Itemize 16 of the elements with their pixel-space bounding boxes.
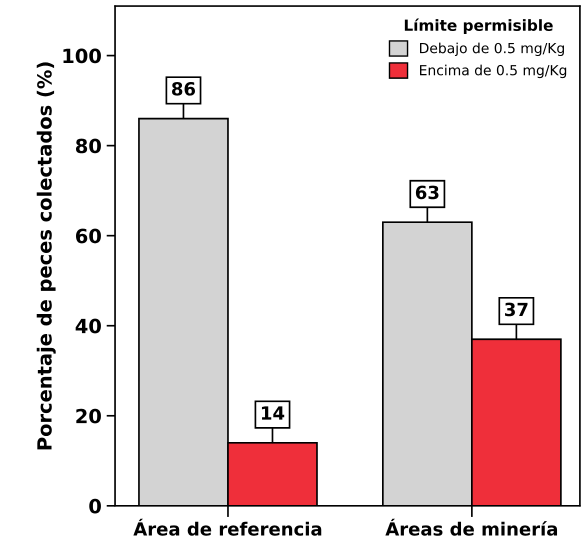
y-tick-label: 100 — [63, 48, 101, 64]
legend-title: Límite permisible — [404, 18, 553, 34]
legend-label: Encima de 0.5 mg/Kg — [420, 64, 566, 78]
x-tick-label: Área de referencia — [133, 518, 322, 536]
data-label: 37 — [505, 302, 528, 316]
data-label: 86 — [172, 82, 196, 96]
y-tick-label: 60 — [76, 228, 101, 244]
y-tick-label: 20 — [76, 408, 101, 424]
data-label: 63 — [416, 186, 438, 200]
x-tick-label: Áreas de minería — [385, 518, 558, 536]
y-axis-title: Porcentaje de peces colectados (%) — [36, 62, 56, 450]
y-tick-label: 80 — [76, 138, 101, 154]
y-tick-label: 0 — [89, 498, 101, 514]
legend-label: Debajo de 0.5 mg/Kg — [420, 42, 564, 56]
y-tick-label: 40 — [76, 318, 101, 334]
data-label: 14 — [262, 406, 284, 420]
